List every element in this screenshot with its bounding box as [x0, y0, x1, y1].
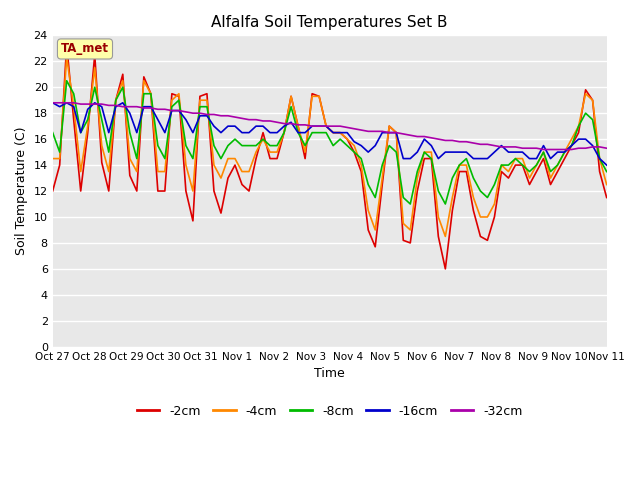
Legend: -2cm, -4cm, -8cm, -16cm, -32cm: -2cm, -4cm, -8cm, -16cm, -32cm [132, 400, 527, 423]
X-axis label: Time: Time [314, 367, 345, 380]
Y-axis label: Soil Temperature (C): Soil Temperature (C) [15, 127, 28, 255]
Text: TA_met: TA_met [61, 42, 109, 56]
Title: Alfalfa Soil Temperatures Set B: Alfalfa Soil Temperatures Set B [211, 15, 448, 30]
